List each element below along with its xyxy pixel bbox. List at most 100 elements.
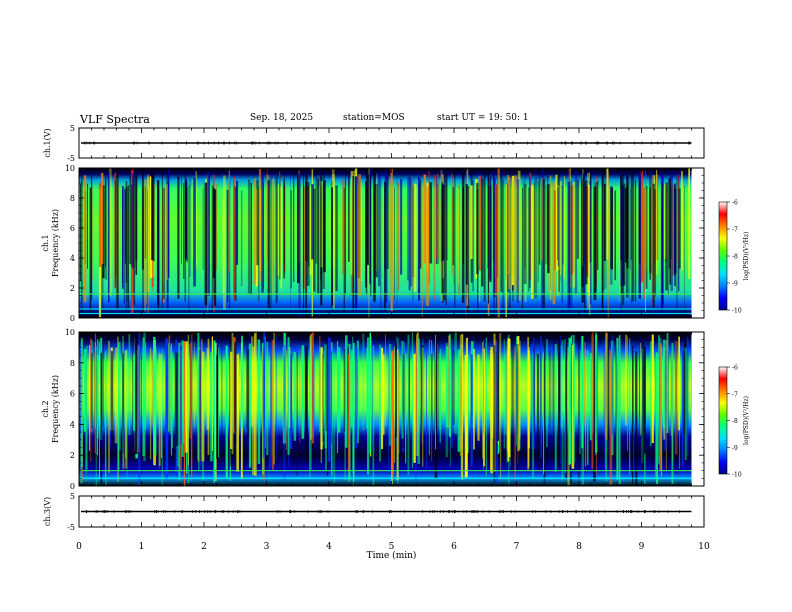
ch1-spectrogram-streak <box>167 169 170 278</box>
ch2-spectrogram-streak <box>435 335 436 450</box>
ch1-spectrogram-streak <box>670 170 673 292</box>
ch1-spectrogram-streak <box>523 183 527 285</box>
ch2-spectrogram-streak <box>564 339 566 474</box>
ch1-spectrogram-streak <box>441 184 445 261</box>
ch1-spectrogram-streak <box>268 179 270 305</box>
ch1-spectrogram-streak <box>380 173 382 312</box>
ch1-spectrogram-streak <box>147 176 150 293</box>
ch2-spectrogram-streak <box>391 350 394 475</box>
xtick-label: 5 <box>389 542 395 552</box>
ch1-spectrogram-ytick-label: 4 <box>70 254 75 263</box>
ch1-spectrogram-colorbar-tick-label: -7 <box>732 227 738 234</box>
ch2-spectrogram-streak <box>591 332 594 469</box>
ch1-spectrogram-streak <box>436 174 439 260</box>
ch1-spectrogram-streak <box>426 186 429 306</box>
ch1-spectrogram-streak <box>91 186 94 281</box>
ch2-spectrogram-streak <box>561 340 564 481</box>
ch1-spectrogram-streak <box>507 183 509 273</box>
ch2-spectrogram-streak <box>554 344 557 472</box>
ch2-spectrogram-streak <box>682 350 685 435</box>
ch1-spectrogram-streak <box>378 171 381 287</box>
ch2-spectrogram-streak <box>662 339 666 428</box>
ch1-spectrogram-streak <box>276 181 278 301</box>
ch1-spectrogram-streak <box>253 178 257 285</box>
ch1-spectrogram-streak <box>643 187 645 300</box>
ch2-spectrogram-streak <box>394 342 397 438</box>
ch1-spectrogram-streak <box>490 176 492 280</box>
ch2-spectrogram-streak <box>611 335 614 435</box>
ch2-spectrogram-streak <box>282 346 285 444</box>
ch2-spectrogram-streak <box>254 332 257 476</box>
ch2-spectrogram-streak <box>401 340 404 439</box>
ch2-spectrogram-streak <box>372 345 375 485</box>
ch1-spectrogram-streak <box>396 170 398 318</box>
ch2-spectrogram-streak <box>394 346 396 463</box>
ch2-spectrogram-streak <box>504 353 507 436</box>
ch2-spectrogram-streak <box>578 338 580 479</box>
ch1-spectrogram-streak <box>547 184 550 274</box>
ch1-spectrogram-streak <box>385 172 388 303</box>
ch2-spectrogram-streak <box>118 341 121 450</box>
ch2-spectrogram-streak <box>347 354 351 472</box>
ch2-spectrogram-streak <box>678 336 680 431</box>
ch1-spectrogram-streak <box>80 176 83 314</box>
ch2-spectrogram-streak <box>117 336 119 482</box>
ch1-spectrogram-streak <box>204 182 208 305</box>
ch1-spectrogram-streak <box>350 171 354 275</box>
ch1-spectrogram-streak <box>606 168 609 260</box>
ch2-spectrogram-streak <box>356 340 359 444</box>
ch1-spectrogram-streak <box>458 186 461 294</box>
ch1-spectrogram-streak <box>133 176 136 306</box>
header-station: station=MOS <box>343 113 405 123</box>
ch2-spectrogram-ytick-label: 6 <box>70 390 75 399</box>
ch2-spectrogram-streak <box>343 348 346 432</box>
ch1-spectrogram-streak <box>678 188 681 269</box>
ch2-spectrogram-streak <box>454 332 457 434</box>
ch1-spectrogram-streak <box>390 169 393 311</box>
ch2-spectrogram-streak <box>482 342 484 459</box>
ch2-spectrogram-streak <box>171 353 173 449</box>
ch1-spectrogram-colorbar <box>718 201 728 311</box>
ch1-spectrogram-streak <box>101 172 104 265</box>
ch1-spectrogram-streak <box>284 169 285 265</box>
ch2-spectrogram-streak <box>199 349 201 462</box>
ch2-spectrogram-streak <box>411 332 414 468</box>
xtick-label: 2 <box>201 542 207 552</box>
ch2-spectrogram-xticks <box>78 332 705 486</box>
ch3-waveform-ylabel: ch.3(V) <box>43 497 52 526</box>
ch1-spectrogram-streak <box>376 173 378 272</box>
ch2-spectrogram-streak <box>141 355 142 474</box>
ch2-spectrogram-streaks <box>79 332 694 486</box>
ch1-spectrogram-ytick-label: 0 <box>70 314 75 323</box>
ch2-spectrogram-streak <box>102 337 104 427</box>
ch1-spectrogram-streak <box>497 168 500 318</box>
ch2-spectrogram-streak <box>218 347 219 458</box>
ch1-spectrogram-streak <box>550 179 551 291</box>
ch2-spectrogram-streak <box>345 335 348 448</box>
ch1-waveform-ytick-label: 5 <box>70 124 75 133</box>
ch2-spectrogram-streak <box>210 352 213 462</box>
ch1-spectrogram-streak <box>315 171 318 264</box>
ch1-spectrogram-streak <box>386 170 389 269</box>
ch1-spectrogram-streak <box>342 179 345 275</box>
ch2-spectrogram-streak <box>143 332 146 462</box>
ch2-spectrogram-streak <box>213 350 215 483</box>
ch1-spectrogram-streak <box>408 176 411 291</box>
ch1-spectrogram-streak <box>547 175 549 265</box>
ch2-spectrogram-streak <box>126 348 128 478</box>
ch2-spectrogram-streak <box>149 348 152 460</box>
ch1-spectrogram-streak <box>283 178 286 279</box>
ch1-spectrogram-streak <box>607 172 610 318</box>
ch1-spectrogram-streak <box>537 181 539 282</box>
ch2-spectrogram-streak <box>490 346 494 474</box>
ch1-spectrogram-streak <box>102 185 105 279</box>
ch2-spectrogram-streak <box>200 342 202 467</box>
ch2-spectrogram-streak <box>505 346 509 450</box>
ch1-spectrogram-streak <box>206 175 209 312</box>
ch1-spectrogram-streak <box>290 190 292 289</box>
ch1-spectrogram-streak <box>320 181 323 268</box>
ch1-spectrogram-streak <box>226 189 229 303</box>
ch2-spectrogram-streak <box>452 350 455 425</box>
ch2-spectrogram-streak <box>482 343 484 434</box>
ch1-spectrogram-streak <box>634 179 637 302</box>
